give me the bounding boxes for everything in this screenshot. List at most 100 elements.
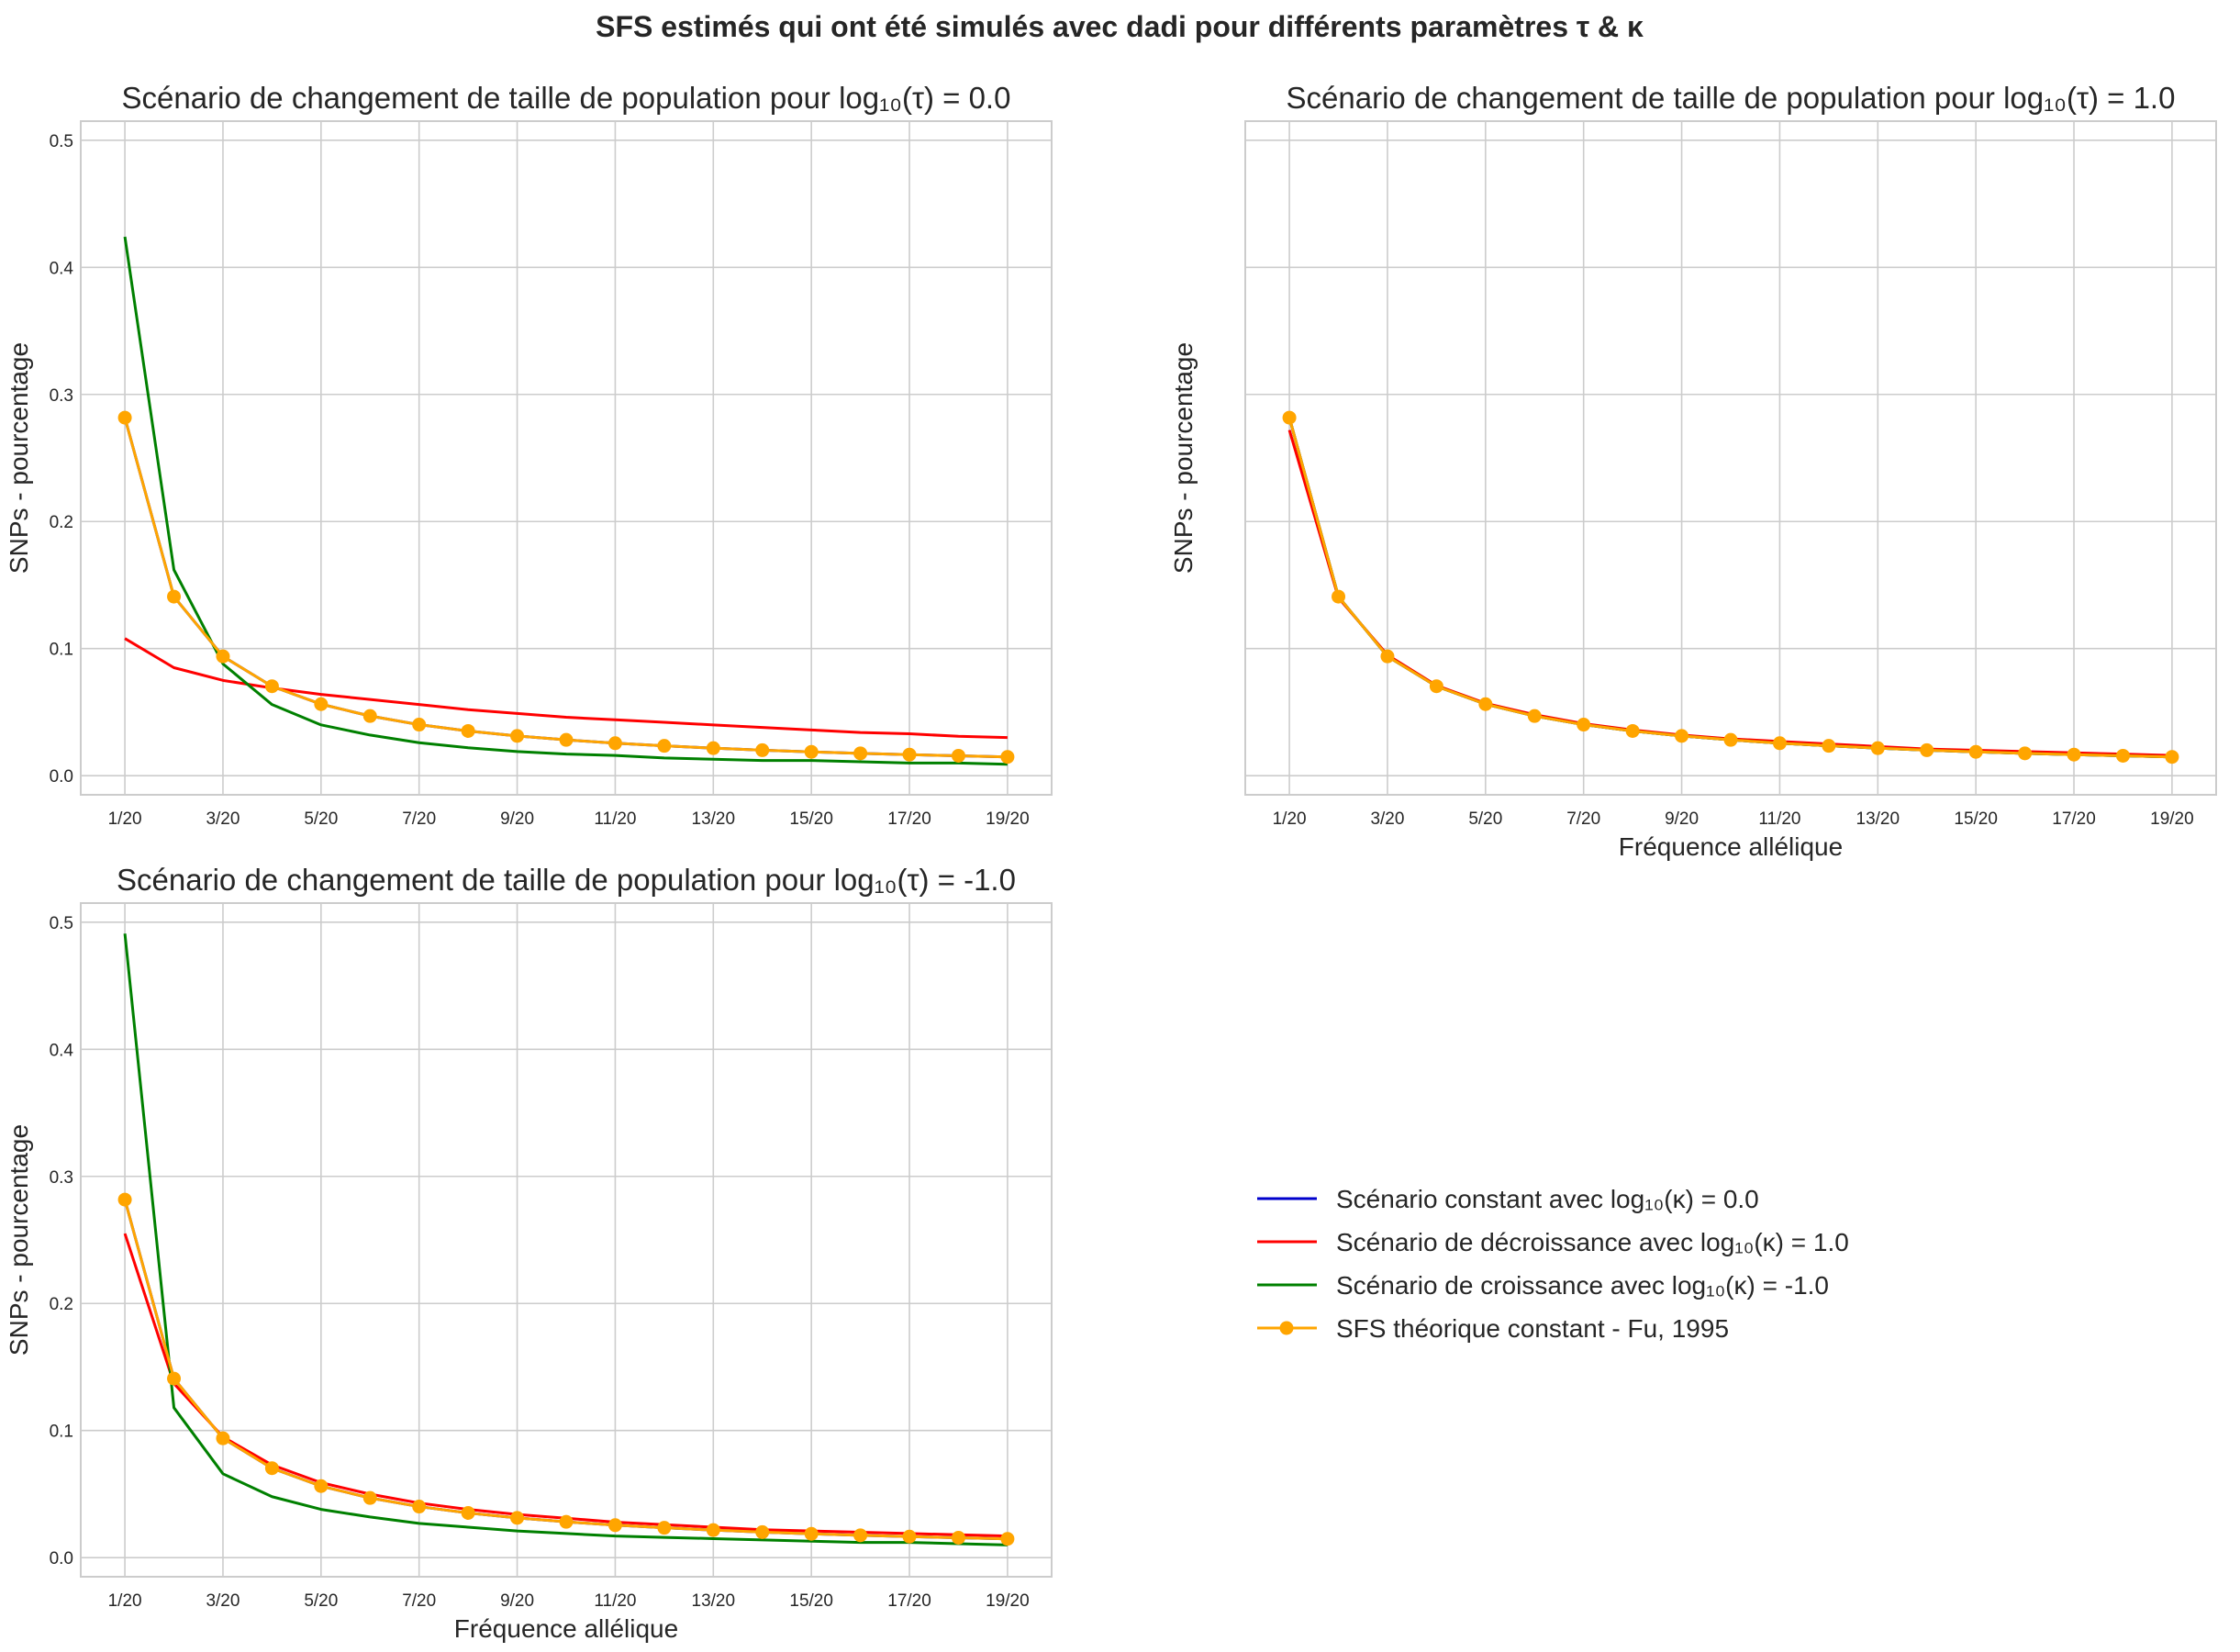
- x-tick-label: 1/20: [108, 809, 142, 829]
- data-point: [1527, 709, 1542, 723]
- series-line: [123, 933, 1008, 1546]
- data-point: [117, 1192, 132, 1207]
- data-point: [362, 1490, 377, 1505]
- x-tick-label: 5/20: [304, 1591, 338, 1611]
- x-axis-label: Fréquence allélique: [454, 1614, 678, 1643]
- data-point: [314, 697, 329, 711]
- series-3: [123, 236, 1008, 766]
- panel-title: Scénario de changement de taille de popu…: [117, 863, 1016, 897]
- legend-entry: SFS théorique constant - Fu, 1995: [1257, 1314, 1729, 1343]
- data-point: [853, 746, 868, 761]
- panel-title: Scénario de changement de taille de popu…: [1287, 81, 2176, 115]
- y-axis-label: SNPs - pourcentage: [1169, 342, 1198, 574]
- x-tick-label: 19/20: [986, 809, 1030, 829]
- x-tick-label: 7/20: [1566, 809, 1600, 829]
- data-point: [461, 723, 475, 738]
- data-point: [1772, 736, 1787, 751]
- y-tick-label: 0.4: [50, 1041, 74, 1060]
- x-tick-label: 19/20: [986, 1591, 1030, 1611]
- data-point: [412, 1500, 427, 1514]
- x-tick-label: 7/20: [402, 809, 436, 829]
- plot-area: [81, 903, 1052, 1577]
- data-point: [264, 1461, 279, 1476]
- data-point: [559, 1514, 574, 1529]
- data-point: [902, 747, 917, 762]
- data-point: [1478, 697, 1493, 711]
- series-3: [123, 933, 1008, 1546]
- x-tick-label: 1/20: [108, 1591, 142, 1611]
- data-point: [2067, 747, 2081, 762]
- x-tick-label: 13/20: [1856, 809, 1900, 829]
- x-tick-label: 13/20: [692, 1591, 736, 1611]
- legend-entry: Scénario de croissance avec log₁₀(κ) = -…: [1257, 1271, 1829, 1300]
- y-tick-label: 0.4: [50, 259, 74, 278]
- x-tick-label: 7/20: [402, 1591, 436, 1611]
- y-tick-label: 0.2: [50, 513, 73, 532]
- x-tick-label: 3/20: [1370, 809, 1404, 829]
- y-tick-label: 0.5: [50, 914, 73, 933]
- legend: Scénario constant avec log₁₀(κ) = 0.0 Scé…: [1257, 1185, 1849, 1343]
- plot-frame: [1244, 120, 2217, 796]
- data-point: [755, 742, 770, 757]
- data-point: [167, 589, 182, 604]
- data-point: [1968, 744, 1983, 759]
- data-point: [1723, 732, 1738, 747]
- x-tick-label: 17/20: [887, 809, 931, 829]
- data-point: [804, 744, 819, 759]
- data-point: [461, 1505, 475, 1520]
- data-point: [607, 736, 622, 751]
- x-tick-label: 3/20: [206, 1591, 240, 1611]
- y-tick-label: 0.0: [50, 1549, 73, 1568]
- data-point: [1870, 741, 1885, 755]
- data-point: [706, 741, 720, 755]
- data-point: [117, 410, 132, 425]
- y-tick-label: 0.2: [50, 1295, 73, 1314]
- x-tick-label: 17/20: [2052, 809, 2096, 829]
- plot-frame: [80, 120, 1053, 796]
- legend-entry: Scénario constant avec log₁₀(κ) = 0.0: [1257, 1185, 1759, 1213]
- data-point: [559, 732, 574, 747]
- panel-1: 1/20 3/20 5/20 7/20 9/20 11/20 13/20 15/20 17/20…: [5, 81, 1053, 829]
- x-tick-label: 11/20: [1758, 809, 1800, 829]
- legend-marker: [1279, 1321, 1294, 1335]
- y-tick-label: 0.1: [50, 641, 73, 660]
- x-tick-label: 9/20: [1665, 809, 1699, 829]
- legend-entry: Scénario de décroissance avec log₁₀(κ) =…: [1257, 1228, 1849, 1256]
- data-point: [167, 1371, 182, 1386]
- data-point: [1000, 750, 1015, 765]
- data-point: [510, 1511, 525, 1525]
- series-line: [123, 236, 1008, 766]
- data-point: [902, 1529, 917, 1544]
- x-tick-label: 11/20: [594, 809, 636, 829]
- y-axis-label: SNPs - pourcentage: [5, 342, 33, 574]
- x-tick-label: 5/20: [1468, 809, 1502, 829]
- legend-label: Scénario constant avec log₁₀(κ) = 0.0: [1336, 1185, 1759, 1213]
- panels: 1/20 3/20 5/20 7/20 9/20 11/20 13/20 15/20 17/20…: [5, 81, 2217, 1643]
- data-point: [362, 709, 377, 723]
- data-point: [1675, 729, 1689, 743]
- data-point: [2115, 748, 2130, 763]
- y-tick-label: 0.3: [50, 1168, 73, 1188]
- data-point: [2165, 750, 2179, 765]
- series-4: [1282, 410, 2179, 765]
- x-tick-label: 11/20: [594, 1591, 636, 1611]
- data-point: [657, 1521, 672, 1535]
- series-4: [117, 1192, 1015, 1546]
- legend-label: Scénario de décroissance avec log₁₀(κ) =…: [1336, 1228, 1849, 1256]
- x-tick-label: 13/20: [692, 809, 736, 829]
- data-point: [1000, 1532, 1015, 1546]
- data-point: [607, 1518, 622, 1533]
- x-tick-label: 15/20: [789, 809, 833, 829]
- data-point: [657, 739, 672, 753]
- data-point: [853, 1528, 868, 1543]
- x-tick-label: 9/20: [500, 1591, 534, 1611]
- plot-area: [81, 121, 1052, 795]
- x-tick-label: 1/20: [1273, 809, 1307, 829]
- panel-2: 1/20 3/20 5/20 7/20 9/20 11/20 13/20 15/20 17/20…: [1169, 81, 2217, 861]
- data-point: [2018, 746, 2033, 761]
- x-tick-label: 3/20: [206, 809, 240, 829]
- x-tick-label: 15/20: [1954, 809, 1998, 829]
- data-point: [1282, 410, 1297, 425]
